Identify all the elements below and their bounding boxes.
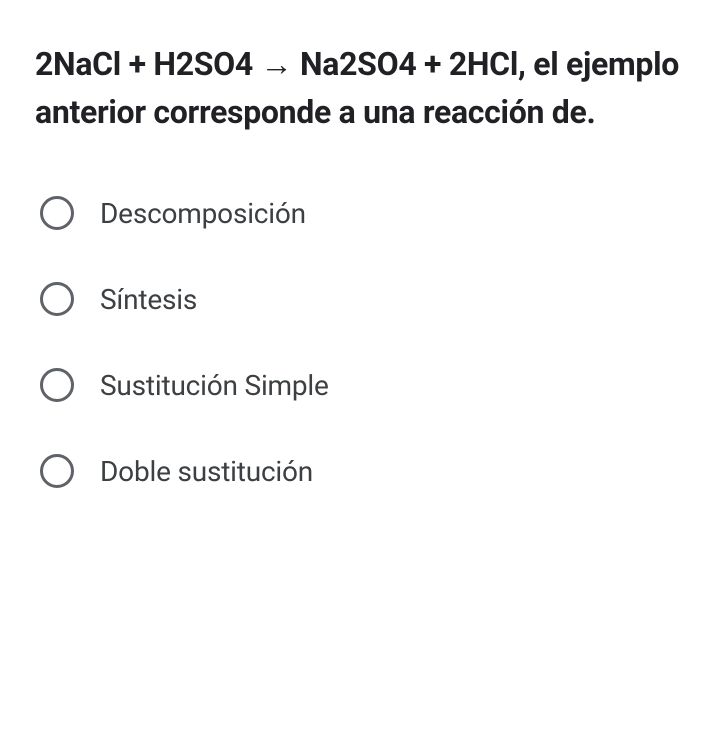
options-list: Descomposición Síntesis Sustitución Simp…	[35, 196, 684, 488]
option-label: Síntesis	[100, 283, 197, 316]
radio-icon	[40, 368, 74, 402]
option-descomposicion[interactable]: Descomposición	[40, 196, 684, 230]
radio-icon	[40, 282, 74, 316]
option-sustitucion-simple[interactable]: Sustitución Simple	[40, 368, 684, 402]
option-label: Doble sustitución	[100, 455, 313, 488]
radio-icon	[40, 454, 74, 488]
option-doble-sustitucion[interactable]: Doble sustitución	[40, 454, 684, 488]
option-sintesis[interactable]: Síntesis	[40, 282, 684, 316]
radio-icon	[40, 196, 74, 230]
question-text: 2NaCl + H2SO4 → Na2SO4 + 2HCl, el ejempl…	[35, 40, 684, 136]
option-label: Sustitución Simple	[100, 369, 329, 402]
option-label: Descomposición	[100, 197, 306, 230]
